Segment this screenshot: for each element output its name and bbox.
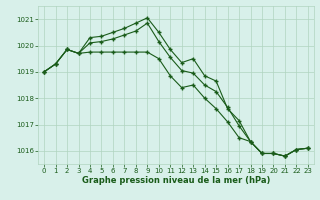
X-axis label: Graphe pression niveau de la mer (hPa): Graphe pression niveau de la mer (hPa) (82, 176, 270, 185)
